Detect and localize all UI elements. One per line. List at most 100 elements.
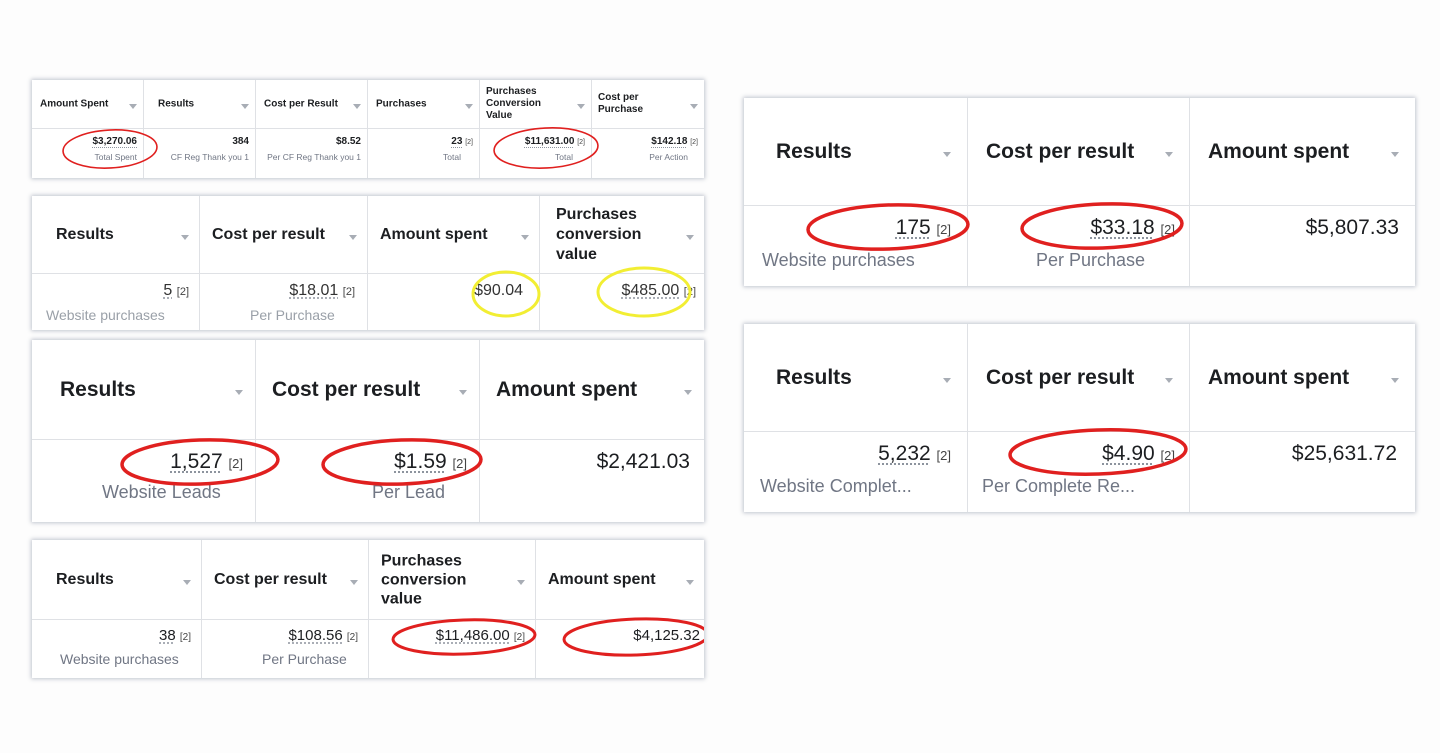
column-header-purchases-conversion-value[interactable]: Purchases conversion value [369,540,535,620]
column-header-cost-per-purchase[interactable]: Cost per Purchase [592,80,704,129]
table-cell: 23 [2] Total [368,129,479,178]
table-cell: $5,807.33 [1190,206,1415,286]
column-header-label: Cost per result [986,365,1135,389]
table-cell: $2,421.03 [480,440,704,522]
column-header-cost-per-result[interactable]: Cost per result [968,324,1189,432]
column-header-results[interactable]: Results [32,540,201,620]
caret-down-icon[interactable] [183,579,191,585]
column-header-results[interactable]: Results [744,98,967,206]
cell-value: $3,270.06 [92,136,138,147]
cell-value: 23 [2] [451,136,473,147]
column-header-purchases-conversion-value[interactable]: Purchases conversion value [540,196,704,274]
column-header-amount-spent[interactable]: Amount spent [536,540,704,620]
column-header-cost-per-result[interactable]: Cost per result [200,196,367,274]
caret-down-icon[interactable] [1165,151,1173,157]
caret-down-icon[interactable] [235,389,243,395]
table-cell: $90.04 [368,274,539,330]
column-cost-per-result: Cost per result $1.59 [2] Per Lead [256,340,480,522]
column-header-amount-spent[interactable]: Amount spent [1190,98,1415,206]
table-cell: $4,125.32 [536,620,704,678]
table-cell: 5,232 [2] Website Complet... [744,432,967,512]
table-cell: $11,486.00 [2] [369,620,535,678]
column-amount-spent: Amount spent $2,421.03 [480,340,704,522]
ads-table-panel-3: Results 1,527 [2] Website Leads Cost per… [32,340,704,522]
table-cell: 175 [2] Website purchases [744,206,967,286]
column-header-purchases[interactable]: Purchases [368,80,479,129]
caret-down-icon[interactable] [465,104,473,109]
column-header-results[interactable]: Results [32,196,199,274]
column-header-label: Cost per result [272,377,421,401]
caret-down-icon[interactable] [241,104,249,109]
cell-subtext: CF Reg Thank you 1 [170,152,249,162]
column-header-label: Cost per result [986,139,1135,163]
caret-down-icon[interactable] [181,234,189,240]
column-header-cost-per-result[interactable]: Cost per result [202,540,368,620]
column-header-amount-spent[interactable]: Amount Spent [32,80,143,129]
table-cell: $485.00 [2] [540,274,704,330]
column-header-amount-spent[interactable]: Amount spent [480,340,704,440]
caret-down-icon[interactable] [353,104,361,109]
column-cost-per-result: Cost per result $4.90 [2] Per Complete R… [968,324,1190,512]
column-header-label: Purchases conversion value [556,205,642,263]
column-header-cost-per-result[interactable]: Cost per result [256,340,479,440]
column-amount-spent: Amount Spent $3,270.06 Total Spent [32,80,144,178]
caret-down-icon[interactable] [684,389,692,395]
column-purchases-conversion-value: Purchases conversion value $485.00 [2] [540,196,704,330]
ads-table-panel-2: Results 5 [2] Website purchases Cost per… [32,196,704,330]
cell-subtext: Per Complete Re... [982,476,1136,496]
caret-down-icon[interactable] [1165,377,1173,383]
caret-down-icon[interactable] [1391,151,1399,157]
caret-down-icon[interactable] [577,104,585,109]
column-header-label: Amount spent [380,225,488,243]
column-results: Results 1,527 [2] Website Leads [32,340,256,522]
table-cell: $18.01 [2] Per Purchase [200,274,367,330]
caret-down-icon[interactable] [1391,377,1399,383]
column-header-label: Amount spent [1208,139,1350,163]
cell-subtext: Per Purchase [250,307,335,323]
cell-value: $142.18 [2] [651,136,698,147]
cell-value: 1,527 [2] [170,450,243,473]
column-header-cost-per-result[interactable]: Cost per Result [256,80,367,129]
cell-value: $2,421.03 [596,450,690,473]
column-cost-per-result: Cost per result $18.01 [2] Per Purchase [200,196,368,330]
cell-subtext: Total [443,152,461,162]
column-amount-spent: Amount spent $25,631.72 [1190,324,1415,512]
cell-value: 5 [2] [163,282,189,299]
column-cost-per-purchase: Cost per Purchase $142.18 [2] Per Action [592,80,704,178]
caret-down-icon[interactable] [686,234,694,240]
column-header-cost-per-result[interactable]: Cost per result [968,98,1189,206]
column-header-label: Amount Spent [40,98,109,110]
cell-value: $90.04 [474,282,523,299]
column-header-amount-spent[interactable]: Amount spent [1190,324,1415,432]
cell-value: 175 [2] [895,216,951,239]
caret-down-icon[interactable] [943,151,951,157]
table-cell: 38 [2] Website purchases [32,620,201,678]
cell-subtext: Per Purchase [262,651,347,667]
column-header-results[interactable]: Results [744,324,967,432]
table-cell: 384 CF Reg Thank you 1 [144,129,255,178]
table-cell: 1,527 [2] Website Leads [32,440,255,522]
table-cell: $25,631.72 [1190,432,1415,512]
column-header-purchases-conversion-value[interactable]: Purchases Conversion Value [480,80,591,129]
caret-down-icon[interactable] [517,579,525,585]
column-header-results[interactable]: Results [144,80,255,129]
table-cell: $3,270.06 Total Spent [32,129,143,178]
column-amount-spent: Amount spent $90.04 [368,196,540,330]
column-header-label: Cost per result [214,570,327,588]
caret-down-icon[interactable] [690,104,698,109]
ads-table-panel-6: Results 5,232 [2] Website Complet... Cos… [744,324,1415,512]
caret-down-icon[interactable] [350,579,358,585]
column-results: Results 5 [2] Website purchases [32,196,200,330]
caret-down-icon[interactable] [129,104,137,109]
column-purchases-conversion-value: Purchases Conversion Value $11,631.00 [2… [480,80,592,178]
column-header-label: Cost per Result [264,98,338,110]
column-header-results[interactable]: Results [32,340,255,440]
caret-down-icon[interactable] [943,377,951,383]
caret-down-icon[interactable] [521,234,529,240]
column-cost-per-result: Cost per result $108.56 [2] Per Purchase [202,540,369,678]
caret-down-icon[interactable] [349,234,357,240]
cell-value: $8.52 [335,136,361,147]
column-header-amount-spent[interactable]: Amount spent [368,196,539,274]
caret-down-icon[interactable] [686,579,694,585]
caret-down-icon[interactable] [459,389,467,395]
